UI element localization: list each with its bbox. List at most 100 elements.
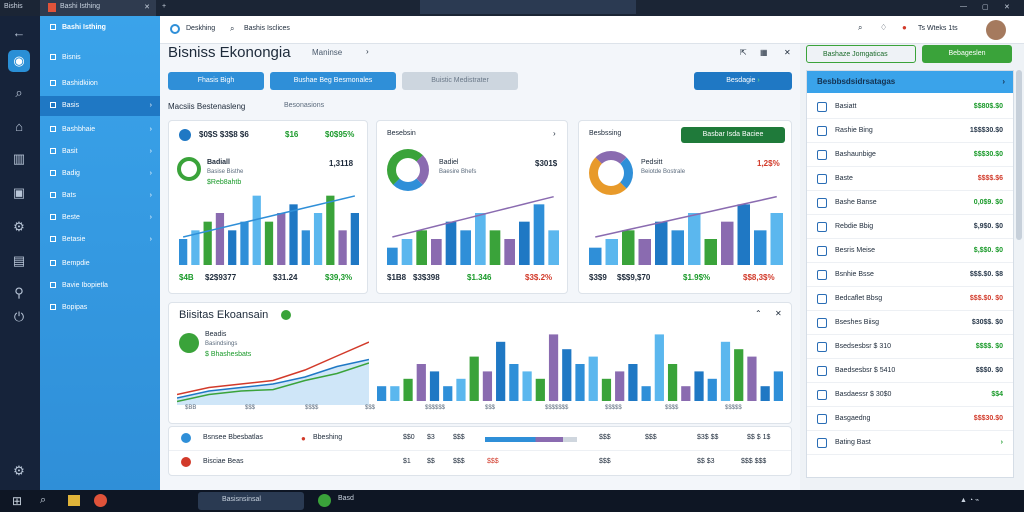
home-icon[interactable]: ⌂	[15, 119, 23, 134]
list-item[interactable]: Bsedsesbsr $ 310 $$$$. $0	[807, 335, 1013, 359]
list-item[interactable]: Bseshes Biisg $30$$. $0	[807, 311, 1013, 335]
sidebar-item-7[interactable]: Beste ›	[40, 208, 160, 228]
maximize-icon[interactable]: ▢	[982, 4, 989, 11]
bell-icon[interactable]: ♢	[880, 23, 888, 32]
row-b: $3	[427, 434, 435, 441]
table-row[interactable]: Bisciae Beas $1 $$ $$$ $$$ $$$ $$ $3 $$$…	[169, 451, 791, 475]
list-item[interactable]: Bedcaflet Bbsg $$$.$0. $0	[807, 287, 1013, 311]
list-item[interactable]: Basgaedng $$$30.$0	[807, 407, 1013, 431]
dashboard-icon[interactable]: ◉	[8, 50, 30, 72]
search-icon[interactable]: ⌕	[858, 23, 863, 32]
chart-bar	[707, 378, 717, 401]
sidebar-item-0[interactable]: Bisnis	[40, 48, 160, 68]
sidebar-item-2[interactable]: Basis ›	[40, 96, 160, 116]
list-item[interactable]: Bashe Banse 0,0$9. $0	[807, 191, 1013, 215]
row-icon	[817, 174, 827, 184]
tab-close-icon[interactable]: ✕	[144, 4, 150, 11]
list-item-value: $$$30.$0	[973, 415, 1003, 422]
chart-bar	[720, 341, 731, 401]
sidebar-item-3[interactable]: Bashbhaie ›	[40, 120, 160, 140]
list-item[interactable]: Rebdie Bbig $,9$0. $0	[807, 215, 1013, 239]
search-icon[interactable]: ⌕	[15, 85, 23, 100]
filter-button-3[interactable]: Buistic Medistrater	[402, 72, 518, 90]
filter-button-2[interactable]: Bushae Beg Besmonales	[270, 72, 396, 90]
expand-icon[interactable]: ⇱	[740, 48, 747, 57]
minimize-icon[interactable]: —	[960, 3, 967, 10]
row-d: $$$	[599, 434, 611, 441]
search-input[interactable]: Bashis Isclices	[244, 25, 290, 32]
chart-bar	[737, 204, 750, 265]
filter-field[interactable]: Bashaze Jomgaticas	[806, 45, 916, 63]
chart-bar	[264, 221, 274, 265]
sidebar-item-6[interactable]: Bats ›	[40, 186, 160, 206]
logout-icon[interactable]: ⏻	[13, 309, 25, 324]
table-row[interactable]: Bsnsee Bbesbatlas ● Bbeshing $$0 $3 $$$ …	[169, 427, 791, 451]
chart-bar	[240, 221, 249, 265]
list-item[interactable]: Baste $$$$.$6	[807, 167, 1013, 191]
close-icon[interactable]: ✕	[775, 309, 782, 318]
list-item[interactable]: Baedsesbsr $ 5410 $$$0. $0	[807, 359, 1013, 383]
chart-bar	[605, 239, 618, 265]
settings-icon[interactable]: ⚙	[13, 463, 25, 478]
start-icon[interactable]: ⊞	[12, 494, 23, 508]
sidebar-item-1[interactable]: Bashidkiion	[40, 74, 160, 94]
list-item[interactable]: Bsnhie Bsse $$$.$0. $8	[807, 263, 1013, 287]
new-tab-icon[interactable]: +	[162, 3, 167, 10]
list-item[interactable]: Basiatt $$80$.$0	[807, 95, 1013, 119]
close-icon[interactable]: ✕	[1004, 4, 1010, 11]
sidebar-item-10[interactable]: Bavie Ibopietla	[40, 276, 160, 296]
chart-bar	[429, 371, 440, 401]
bike-icon[interactable]: ⚲	[14, 285, 24, 300]
sidebar-item-4[interactable]: Basit ›	[40, 142, 160, 162]
chrome-icon[interactable]	[318, 494, 331, 507]
bar-chart-2	[387, 195, 559, 265]
notification-icon[interactable]: ●	[902, 23, 907, 32]
right-panel-header[interactable]: Besbbsdsidrsatagas ›	[807, 71, 1013, 93]
list-item[interactable]: Bating Bast ›	[807, 431, 1013, 455]
list-item[interactable]: Rashie Bing 1$$$30.$0	[807, 119, 1013, 143]
chart-bar	[681, 386, 691, 401]
row-f: $$$ $$$	[741, 458, 767, 465]
card-sub: Beiotde Bostrale	[641, 169, 686, 175]
list-item[interactable]: Bashaunbige $$$30.$0	[807, 143, 1013, 167]
taskbar-app[interactable]: Basisnsinsal	[198, 492, 304, 510]
sidebar-item-9[interactable]: Bempdie	[40, 254, 160, 274]
primary-action-button[interactable]: Bebageslen	[922, 45, 1012, 63]
address-bar[interactable]	[420, 0, 636, 14]
expand-icon[interactable]: ⌃	[755, 309, 762, 318]
search-icon[interactable]: ⌕	[40, 494, 47, 506]
back-arrow-icon[interactable]: ←	[12, 25, 26, 40]
chevron-right-icon[interactable]: ›	[553, 129, 556, 138]
breadcrumb[interactable]: Maninse	[312, 48, 343, 57]
grid-icon[interactable]: ▦	[760, 48, 768, 57]
row-icon	[817, 126, 827, 136]
calendar-icon[interactable]: ▤	[12, 253, 26, 268]
action-button[interactable]: Besdagie ›	[694, 72, 792, 90]
chart-bar	[504, 239, 515, 265]
chart-icon[interactable]: ▥	[12, 151, 26, 166]
browser-icon[interactable]	[94, 494, 107, 507]
card-pct: $Reb8ahtb	[207, 179, 242, 186]
sidebar-item-11[interactable]: Bopipas	[40, 298, 160, 318]
scrollbar[interactable]	[1016, 70, 1022, 240]
overview-name: Beadis	[205, 331, 227, 338]
card-foot-3: $1.9$%	[683, 273, 711, 282]
browser-tab[interactable]: Bashi Isthing ✕	[40, 0, 156, 16]
folder-icon[interactable]	[68, 495, 80, 506]
sidebar-item-5[interactable]: Badig ›	[40, 164, 160, 184]
list-item[interactable]: Basdaessr $ 30$0 $$4	[807, 383, 1013, 407]
filter-button-1[interactable]: Fhasis Bigh	[168, 72, 264, 90]
tools-icon[interactable]: ⚙	[13, 219, 25, 234]
user-name: Ts Wteks 1ts	[918, 25, 958, 32]
sidebar-item-8[interactable]: Betasie ›	[40, 230, 160, 250]
list-item[interactable]: Besris Meise $,$$0. $0	[807, 239, 1013, 263]
box-icon[interactable]: ▣	[12, 185, 26, 200]
square-icon	[50, 126, 56, 133]
taskbar-app2[interactable]: Basd	[338, 495, 354, 502]
chart-bar	[313, 213, 323, 265]
search-icon[interactable]: ⌕	[230, 24, 235, 33]
system-tray[interactable]: ▲ ◔ ⌁	[960, 497, 980, 504]
close-icon[interactable]: ✕	[784, 48, 791, 57]
card-badge-button[interactable]: Basbar Isda Baciee	[681, 127, 785, 143]
avatar[interactable]	[986, 20, 1006, 40]
